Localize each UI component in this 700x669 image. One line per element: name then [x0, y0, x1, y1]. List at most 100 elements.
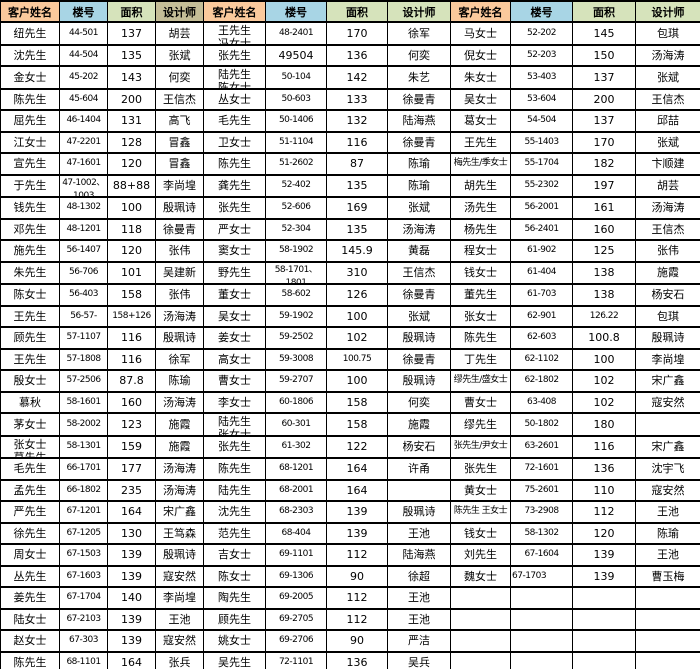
area-cell[interactable]: 200 — [107, 87, 156, 111]
designer-cell[interactable]: 张斌 — [635, 65, 700, 90]
building-cell[interactable]: 67-1603 — [59, 564, 108, 588]
designer-cell[interactable]: 张斌 — [155, 43, 204, 67]
building-cell[interactable]: 57-1808 — [59, 347, 108, 371]
designer-cell[interactable]: 殷珮诗 — [155, 196, 204, 220]
designer-cell[interactable]: 王池 — [387, 521, 451, 545]
building-cell[interactable]: 59-3008 — [265, 347, 327, 371]
area-cell[interactable]: 135 — [326, 173, 388, 198]
area-cell[interactable]: 137 — [107, 21, 156, 46]
customer-name-cell[interactable]: 刘先生 — [450, 543, 511, 567]
designer-cell[interactable]: 汤海涛 — [155, 304, 204, 328]
customer-name-cell[interactable]: 江女士 — [0, 130, 60, 154]
building-cell[interactable]: 49504 — [265, 43, 327, 67]
building-cell[interactable]: 63-408 — [510, 390, 573, 414]
area-cell[interactable]: 136 — [572, 457, 636, 481]
area-cell[interactable]: 87.8 — [107, 369, 156, 393]
area-cell[interactable]: 135 — [326, 217, 388, 241]
building-cell[interactable]: 48-1201 — [59, 217, 108, 241]
designer-cell[interactable]: 胡芸 — [155, 21, 204, 46]
designer-cell[interactable]: 王池 — [387, 586, 451, 610]
designer-cell[interactable]: 陈瑜 — [387, 173, 451, 198]
designer-cell[interactable]: 张斌 — [387, 196, 451, 220]
designer-cell[interactable]: 张伟 — [155, 239, 204, 263]
designer-cell[interactable]: 陆海燕 — [387, 109, 451, 133]
designer-cell[interactable]: 徐曼青 — [387, 87, 451, 111]
customer-name-cell[interactable]: 顾先生 — [0, 326, 60, 350]
area-cell[interactable]: 110 — [572, 478, 636, 502]
area-cell[interactable]: 164 — [107, 650, 156, 669]
area-cell[interactable]: 100 — [326, 369, 388, 393]
building-cell[interactable]: 58-602 — [265, 283, 327, 307]
building-cell[interactable]: 57-1107 — [59, 326, 108, 350]
building-cell[interactable]: 52-203 — [510, 43, 573, 67]
area-cell[interactable] — [572, 586, 636, 610]
building-cell[interactable]: 47-1601 — [59, 152, 108, 176]
designer-cell[interactable]: 吴建新 — [155, 260, 204, 285]
customer-name-cell[interactable]: 屈先生 — [0, 109, 60, 133]
area-cell[interactable]: 139 — [326, 521, 388, 545]
customer-name-cell[interactable]: 王先生 — [0, 347, 60, 371]
designer-cell[interactable]: 殷珮诗 — [387, 500, 451, 524]
area-cell[interactable]: 100.8 — [572, 326, 636, 350]
building-cell[interactable]: 55-1704 — [510, 152, 573, 176]
area-cell[interactable]: 136 — [326, 650, 388, 669]
building-cell[interactable]: 62-603 — [510, 326, 573, 350]
customer-name-cell[interactable]: 董女士 — [203, 283, 266, 307]
header-bldg-g3[interactable]: 楼号 — [510, 0, 573, 23]
building-cell[interactable]: 52-202 — [510, 21, 573, 46]
designer-cell[interactable]: 李尚堭 — [635, 347, 700, 371]
customer-name-cell[interactable]: 钱先生 — [0, 196, 60, 220]
designer-cell[interactable]: 卞顺建 — [635, 152, 700, 176]
area-cell[interactable]: 138 — [572, 260, 636, 285]
designer-cell[interactable]: 殷珮诗 — [635, 326, 700, 350]
designer-cell[interactable]: 宋广鑫 — [635, 434, 700, 459]
building-cell[interactable]: 55-2302 — [510, 173, 573, 198]
building-cell[interactable]: 61-404 — [510, 260, 573, 285]
customer-name-cell[interactable]: 徐先生 — [0, 521, 60, 545]
building-cell[interactable]: 50-104 — [265, 65, 327, 90]
building-cell[interactable]: 67-1205 — [59, 521, 108, 545]
designer-cell[interactable] — [635, 629, 700, 653]
area-cell[interactable]: 200 — [572, 87, 636, 111]
building-cell[interactable]: 59-2707 — [265, 369, 327, 393]
customer-name-cell[interactable]: 丁先生 — [450, 347, 511, 371]
customer-name-cell[interactable]: 陆先生 张女士 — [203, 412, 266, 437]
building-cell[interactable]: 73-2908 — [510, 500, 573, 524]
area-cell[interactable]: 139 — [326, 500, 388, 524]
area-cell[interactable]: 102 — [572, 390, 636, 414]
designer-cell[interactable]: 张伟 — [155, 283, 204, 307]
building-cell[interactable]: 67-2103 — [59, 607, 108, 631]
customer-name-cell[interactable] — [450, 586, 511, 610]
header-designer-g1[interactable]: 设计师 — [155, 0, 204, 23]
designer-cell[interactable]: 王池 — [387, 607, 451, 631]
building-cell[interactable]: 58-1902 — [265, 239, 327, 263]
area-cell[interactable]: 310 — [326, 260, 388, 285]
designer-cell[interactable]: 寇安然 — [635, 478, 700, 502]
building-cell[interactable]: 55-1403 — [510, 130, 573, 154]
customer-name-cell[interactable]: 魏女士 — [450, 564, 511, 588]
designer-cell[interactable]: 徐军 — [155, 347, 204, 371]
designer-cell[interactable]: 何奕 — [387, 390, 451, 414]
designer-cell[interactable]: 曹玉梅 — [635, 564, 700, 588]
customer-name-cell[interactable]: 窦女士 — [203, 239, 266, 263]
building-cell[interactable]: 61-302 — [265, 434, 327, 459]
designer-cell[interactable]: 许甬 — [387, 457, 451, 481]
designer-cell[interactable]: 徐曼青 — [387, 347, 451, 371]
building-cell[interactable]: 60-301 — [265, 412, 327, 437]
designer-cell[interactable]: 殷珮诗 — [387, 369, 451, 393]
area-cell[interactable]: 130 — [107, 521, 156, 545]
designer-cell[interactable]: 施霞 — [155, 434, 204, 459]
customer-name-cell[interactable]: 丛先生 — [0, 564, 60, 588]
building-cell[interactable]: 59-1902 — [265, 304, 327, 328]
area-cell[interactable]: 116 — [107, 326, 156, 350]
designer-cell[interactable]: 张伟 — [635, 239, 700, 263]
building-cell[interactable]: 69-2706 — [265, 629, 327, 653]
designer-cell[interactable]: 寇安然 — [635, 390, 700, 414]
customer-name-cell[interactable]: 曹女士 — [450, 390, 511, 414]
building-cell[interactable]: 68-1101 — [59, 650, 108, 669]
designer-cell[interactable]: 徐曼青 — [155, 217, 204, 241]
customer-name-cell[interactable]: 宣先生 — [0, 152, 60, 176]
designer-cell[interactable]: 王信杰 — [635, 87, 700, 111]
area-cell[interactable]: 143 — [107, 65, 156, 90]
building-cell[interactable]: 51-1104 — [265, 130, 327, 154]
